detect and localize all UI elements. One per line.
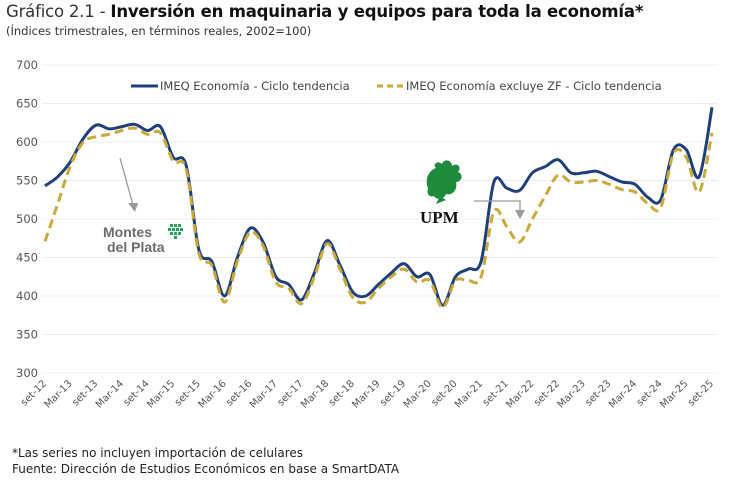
annotation-upm: UPM (420, 160, 525, 227)
x-axis: set-12Mar-13set-13Mar-14set-14Mar-15set-… (19, 378, 716, 410)
upm-griffin-icon (426, 160, 462, 204)
chart-title: Gráfico 2.1 - Inversión en maquinaria y … (6, 2, 643, 21)
y-tick-label: 500 (16, 212, 38, 226)
arrow-head-icon (128, 203, 138, 212)
y-tick-label: 550 (16, 174, 38, 188)
y-tick-label: 450 (16, 251, 38, 265)
annotation-montes-del-plata: Montes del Plata (103, 157, 183, 255)
line-chart: 300 350 400 450 500 550 600 650 700 set-12Mar-13… (16, 58, 718, 411)
y-tick-label: 350 (16, 328, 38, 342)
x-tick-label: Mar-17 (248, 378, 280, 410)
montes-del-plata-leaf-icon (168, 224, 183, 239)
series-group (43, 107, 714, 310)
y-tick-label: 700 (16, 58, 38, 72)
legend-label-series-1: IMEQ Economía - Ciclo tendencia (160, 79, 350, 93)
x-tick-label: Mar-20 (402, 378, 434, 410)
x-tick-label: Mar-21 (453, 378, 485, 410)
y-axis: 300 350 400 450 500 550 600 650 700 (16, 58, 38, 380)
montes-del-plata-logo-line1: Montes (103, 224, 152, 240)
upm-logo-text: UPM (420, 208, 459, 227)
footnote: *Las series no incluyen importación de c… (12, 446, 303, 460)
chart-subtitle: (Índices trimestrales, en términos reale… (6, 24, 312, 38)
arrow-head-icon (515, 210, 525, 219)
x-tick-label: Mar-19 (350, 378, 382, 410)
x-tick-label: Mar-13 (43, 378, 75, 410)
x-tick-label: set-25 (686, 378, 716, 408)
montes-del-plata-logo-line2: del Plata (107, 239, 165, 255)
series-line-2 (43, 126, 714, 310)
x-tick-label: Mar-25 (658, 378, 690, 410)
source-note: Fuente: Dirección de Estudios Económicos… (12, 462, 400, 476)
x-tick-label: Mar-16 (196, 378, 228, 410)
legend: IMEQ Economía - Ciclo tendencia IMEQ Eco… (131, 79, 662, 93)
y-tick-label: 400 (16, 289, 38, 303)
y-tick-label: 600 (16, 135, 38, 149)
y-tick-label: 300 (16, 366, 38, 380)
y-tick-label: 650 (16, 97, 38, 111)
x-tick-label: Mar-22 (504, 378, 536, 410)
x-tick-label: Mar-14 (94, 378, 126, 410)
legend-label-series-2: IMEQ Economía excluye ZF - Ciclo tendenc… (406, 79, 662, 93)
x-tick-label: Mar-18 (299, 378, 331, 410)
chart-title-main: Inversión en maquinaria y equipos para t… (110, 2, 644, 21)
x-tick-label: Mar-24 (607, 378, 639, 410)
gridlines (42, 64, 718, 374)
annotation-arrow-line (474, 200, 521, 212)
x-tick-label: Mar-23 (556, 378, 588, 410)
annotation-arrow-line (119, 157, 134, 206)
chart-title-prefix: Gráfico 2.1 - (6, 2, 111, 21)
x-tick-label: Mar-15 (145, 378, 177, 410)
series-line-1 (44, 107, 714, 307)
